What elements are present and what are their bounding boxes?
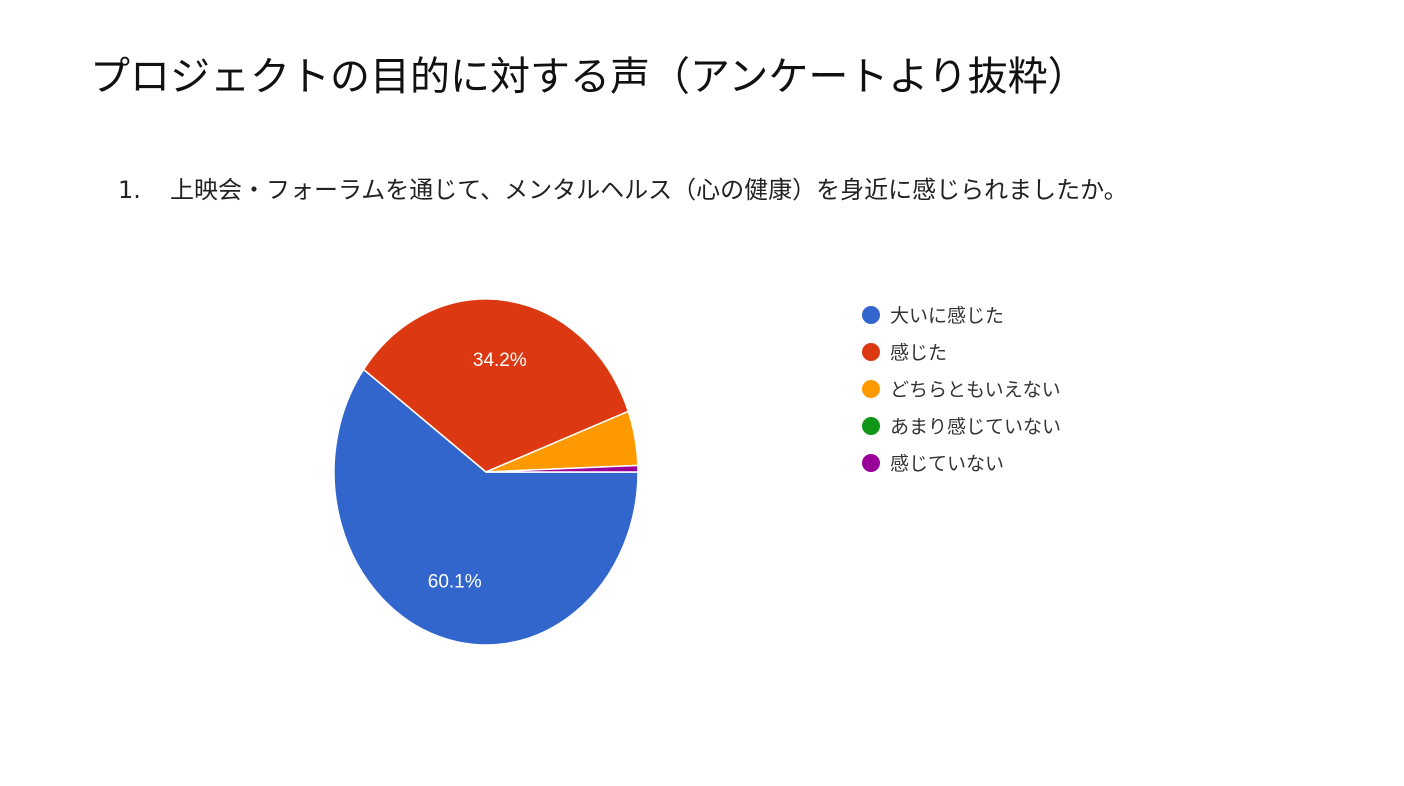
legend-dot-icon (862, 379, 880, 398)
legend-item: どちらともいえない (862, 370, 1061, 407)
question-number: 1. (118, 176, 141, 204)
slice-label-0: 60.1% (428, 571, 482, 592)
pie-slice-0 (333, 368, 639, 646)
slide-title: プロジェクトの目的に対する声（アンケートより抜粋） (90, 54, 1088, 100)
legend-item: 感じていない (862, 444, 1061, 481)
legend-label: あまり感じていない (890, 416, 1062, 438)
legend-item: 大いに感じた (862, 296, 1061, 333)
question: 1. 上映会・フォーラムを通じて、メンタルヘルス（心の健康）を身近に感じられました… (118, 170, 1128, 205)
legend-dot-icon (862, 416, 880, 435)
legend-label: 大いに感じた (890, 305, 1005, 327)
legend: 大いに感じた 感じたどちらともいえない あまり感じていない 感じていない (862, 296, 1061, 481)
pie-slice-4 (485, 464, 639, 473)
legend-dot-icon (862, 305, 880, 324)
legend-dot-icon (862, 342, 880, 361)
pie-slice-1 (362, 298, 630, 473)
question-text: 上映会・フォーラムを通じて、メンタルヘルス（心の健康）を身近に感じられましたか。 (170, 176, 1128, 204)
legend-item: あまり感じていない (862, 407, 1061, 444)
legend-item: 感じた (862, 333, 1061, 370)
legend-label: どちらともいえない (890, 379, 1061, 401)
slice-label-1: 34.2% (473, 350, 527, 371)
legend-label: 感じた (890, 342, 948, 364)
legend-label: 感じていない (890, 453, 1005, 475)
legend-dot-icon (862, 453, 880, 472)
